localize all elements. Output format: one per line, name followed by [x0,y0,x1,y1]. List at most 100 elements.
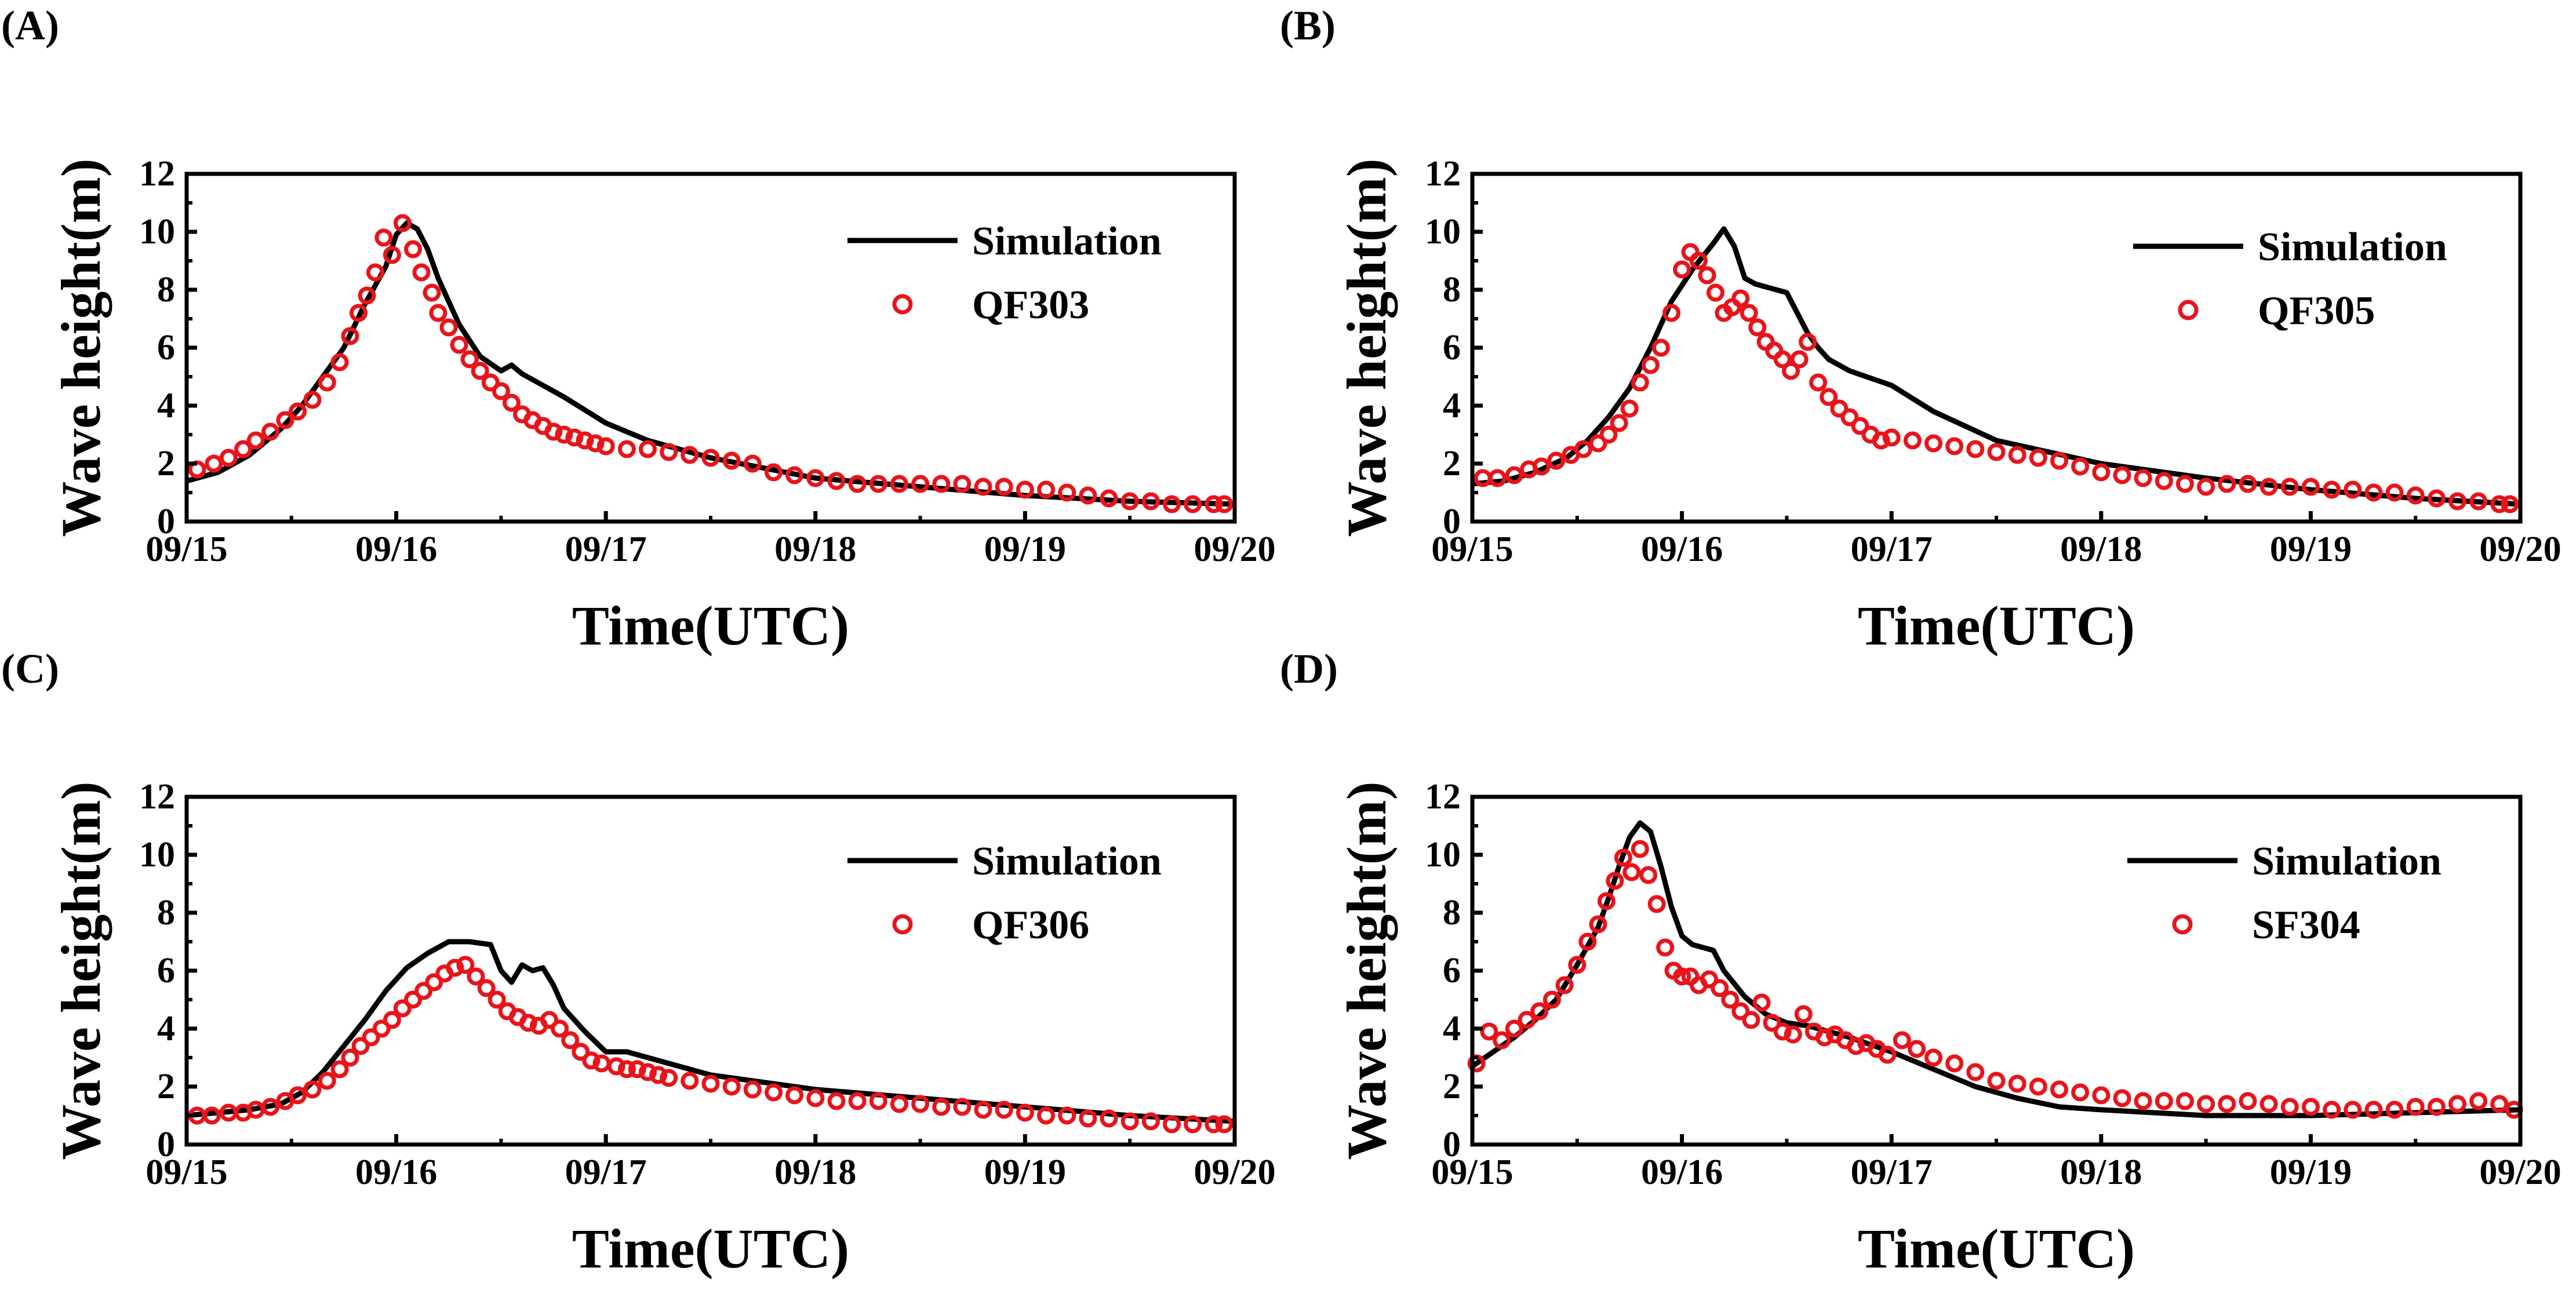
observation-point [1840,408,1859,427]
observation-point [743,1080,762,1099]
observation-point [2280,1098,2299,1116]
observation-point [439,318,458,337]
observation-point [1530,1002,1549,1021]
observation-point [1610,414,1628,432]
simulation-line [1472,226,2521,507]
observation-point [1037,480,1056,499]
x-tick-label: 09/18 [2060,530,2142,569]
observation-point [1016,1103,1034,1122]
observation-point [1614,848,1632,867]
observation-point [2323,1100,2341,1119]
observation-point [2071,1083,2090,1102]
y-tick-label: 0 [1443,502,1461,541]
observation-point [383,246,401,264]
observation-point [1673,967,1691,986]
observation-point [303,391,322,409]
y-tick-label: 0 [157,502,175,541]
observation-point [318,373,336,392]
observation-point [722,451,741,470]
observation-point [2029,449,2047,467]
observation-point [503,393,521,412]
observation-point [1215,495,1234,513]
observation-point [1505,1019,1523,1038]
legend-label: QF306 [972,903,1089,947]
observation-point [2385,1100,2404,1119]
observation-point [372,1019,391,1038]
observation-point [743,454,762,473]
observation-point [551,1019,569,1038]
observation-point [1763,1014,1781,1032]
observation-point [1773,350,1792,369]
observation-point [2448,492,2466,511]
y-tick-label: 8 [1443,270,1461,309]
observation-point [1589,434,1607,453]
observation-point [1924,1048,1942,1067]
observation-point [467,967,485,986]
observation-point [362,1028,380,1047]
observation-point [234,440,253,458]
observation-point [827,1092,846,1110]
observation-point [848,1092,867,1110]
y-tick-label: 10 [1425,835,1461,874]
observation-point [1690,252,1708,270]
legend-label: SF304 [2252,903,2360,947]
observation-point [701,1074,720,1093]
observation-point [1966,440,1985,458]
observation-point [1079,1109,1097,1128]
observation-point [1945,437,1964,455]
observation-point [341,327,359,345]
observation-point [412,263,431,282]
observation-point [1707,283,1724,302]
y-tick-label: 12 [139,777,175,817]
observation-point [2197,1095,2215,1113]
y-tick-label: 8 [157,893,175,932]
observation-point [639,440,657,458]
observation-point [2113,1089,2131,1107]
observation-point [1555,976,1574,994]
observation-point [1589,915,1607,934]
observation-point [765,463,783,482]
y-tick-label: 2 [157,444,175,483]
observation-point [2364,483,2383,502]
observation-point [722,1077,741,1096]
panel-a-label: (A) [1,2,59,49]
observation-point [1711,979,1729,997]
x-tick-label: 09/20 [1194,1153,1275,1192]
observation-point [1893,1031,1911,1049]
x-tick-label: 09/16 [1641,530,1723,569]
observation-point [393,214,412,232]
observation-point [1620,399,1639,418]
observation-point [995,478,1013,496]
observation-point [2175,475,2194,493]
x-tick-label: 09/17 [565,1153,647,1192]
y-tick-label: 12 [1425,777,1461,817]
observation-point [1784,1025,1802,1044]
observation-point [681,1072,699,1090]
observation-point [701,449,720,467]
observation-point [1120,492,1139,511]
observation-point [330,1060,349,1078]
observation-point [765,1083,783,1102]
observation-point [219,449,238,467]
observation-point [374,228,393,247]
y-tick-label: 0 [157,1125,175,1164]
panel-d-label: (D) [1280,646,1338,692]
observation-point [785,466,804,484]
observation-point [1847,1037,1865,1055]
x-tick-label: 09/16 [1641,1153,1723,1192]
observation-point [1141,492,1160,511]
observation-point [572,1043,590,1061]
observation-point [869,1092,887,1110]
panel-a: (A) 09/15 09/16 09/17 09/18 09/19 09/20 0 2 4 6 8 1… [1,2,1276,657]
simulation-line [1471,820,2521,1118]
observation-point [1542,990,1561,1009]
observation-point [1820,388,1838,406]
observation-point [953,475,972,493]
observation-point [205,454,223,473]
legend-label: QF303 [972,283,1089,327]
observation-point [2134,469,2152,487]
observation-point [1184,495,1202,513]
observation-point [261,1098,280,1116]
observation-point [2385,483,2404,502]
